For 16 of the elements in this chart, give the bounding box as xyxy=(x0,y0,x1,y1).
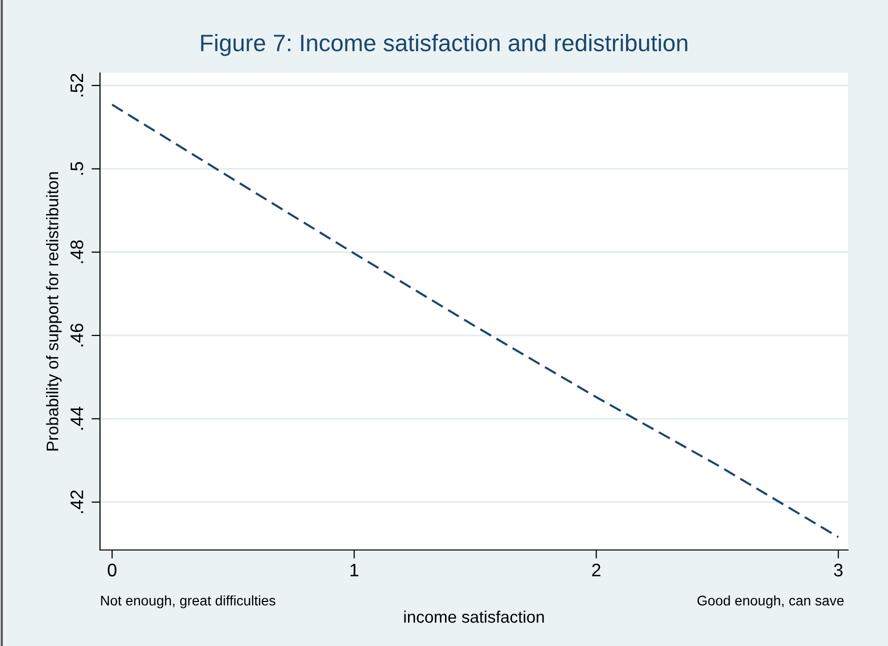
y-tick-label: .44 xyxy=(70,406,84,430)
x-tick-label: 3 xyxy=(834,564,843,576)
x-axis-title: income satisfaction xyxy=(404,610,544,623)
x-tick-label: 2 xyxy=(592,564,600,576)
text: Good enough, can save xyxy=(697,595,844,608)
x-tick-label: 1 xyxy=(350,564,358,576)
chart-title: Figure 7: Income satisfaction and redistribution xyxy=(201,34,688,56)
y-tick-label: .52 xyxy=(70,74,84,96)
y-tick-label: .48 xyxy=(70,240,84,264)
text: Not enough, great difficulties xyxy=(101,595,276,608)
line-series xyxy=(111,104,840,538)
x-tick-label: 0 xyxy=(108,564,116,576)
y-axis-title: Probability of support for redistribuiton xyxy=(46,172,62,450)
y-tick-label: .42 xyxy=(70,490,84,513)
y-tick-label: .5 xyxy=(70,162,84,175)
y-tick-label: .46 xyxy=(70,324,84,346)
